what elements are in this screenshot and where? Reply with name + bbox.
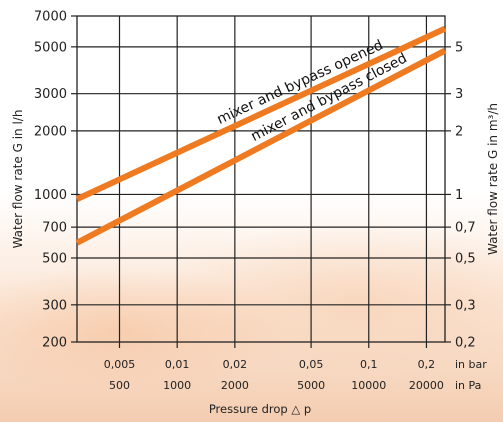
x-tick-label-bar: 0,2 bbox=[418, 358, 436, 371]
y-tick-label-right: 0,7 bbox=[455, 221, 476, 236]
y-tick-label-left: 700 bbox=[42, 221, 67, 236]
x-tick-label-pa: 500 bbox=[109, 379, 130, 392]
y-axis-label-left: Water flow rate G in l/h bbox=[11, 110, 25, 249]
x-tick-label-pa: 20000 bbox=[409, 379, 444, 392]
x-axis: 0,005 500 0,01 1000 0,02 2000 0,05 5000 0,1 10000… bbox=[104, 342, 444, 392]
y-tick-label-right: 2 bbox=[455, 124, 463, 139]
x-tick-label-bar: 0,01 bbox=[165, 358, 190, 371]
y-tick-label-right: 0,5 bbox=[455, 251, 476, 266]
x-tick-label-bar: 0,005 bbox=[104, 358, 136, 371]
x-tick-label-bar: 0,02 bbox=[223, 358, 248, 371]
y-tick-label-right: 0,2 bbox=[455, 336, 476, 351]
series-line-1 bbox=[75, 47, 447, 246]
y-axis-right: 0,2 0,3 0,5 0,7 1 2 3 5 bbox=[445, 40, 476, 351]
x-tick-label-bar: 0,1 bbox=[360, 358, 378, 371]
y-tick-label-left: 500 bbox=[42, 251, 67, 266]
x-tick-label-pa: 1000 bbox=[163, 379, 191, 392]
x-tick-label-bar: 0,05 bbox=[299, 358, 324, 371]
y-tick-label-right: 0,3 bbox=[455, 298, 476, 313]
x-tick-label-pa: 10000 bbox=[351, 379, 386, 392]
x-unit-bar: in bar bbox=[455, 358, 487, 371]
y-axis-left: 200 300 500 700 1000 2000 3000 5000 7000 bbox=[34, 10, 77, 351]
y-tick-label-left: 3000 bbox=[34, 87, 67, 102]
y-tick-label-right: 3 bbox=[455, 87, 463, 102]
plot-frame bbox=[76, 15, 446, 343]
y-tick-label-right: 5 bbox=[455, 40, 463, 55]
x-unit-pa: in Pa bbox=[455, 379, 481, 392]
grid bbox=[77, 16, 445, 342]
y-tick-label-left: 1000 bbox=[34, 188, 67, 203]
y-tick-label-left: 200 bbox=[42, 336, 67, 351]
y-tick-label-left: 2000 bbox=[34, 124, 67, 139]
x-axis-label: Pressure drop △ p bbox=[209, 402, 311, 416]
series-line-0 bbox=[75, 25, 447, 202]
y-tick-label-left: 7000 bbox=[34, 10, 67, 25]
x-tick-label-pa: 2000 bbox=[221, 379, 249, 392]
y-tick-label-left: 5000 bbox=[34, 40, 67, 55]
y-axis-label-right: Water flow rate G in m³/h bbox=[486, 103, 500, 255]
y-tick-label-right: 1 bbox=[455, 188, 463, 203]
y-tick-label-left: 300 bbox=[42, 298, 67, 313]
x-tick-label-pa: 5000 bbox=[297, 379, 325, 392]
